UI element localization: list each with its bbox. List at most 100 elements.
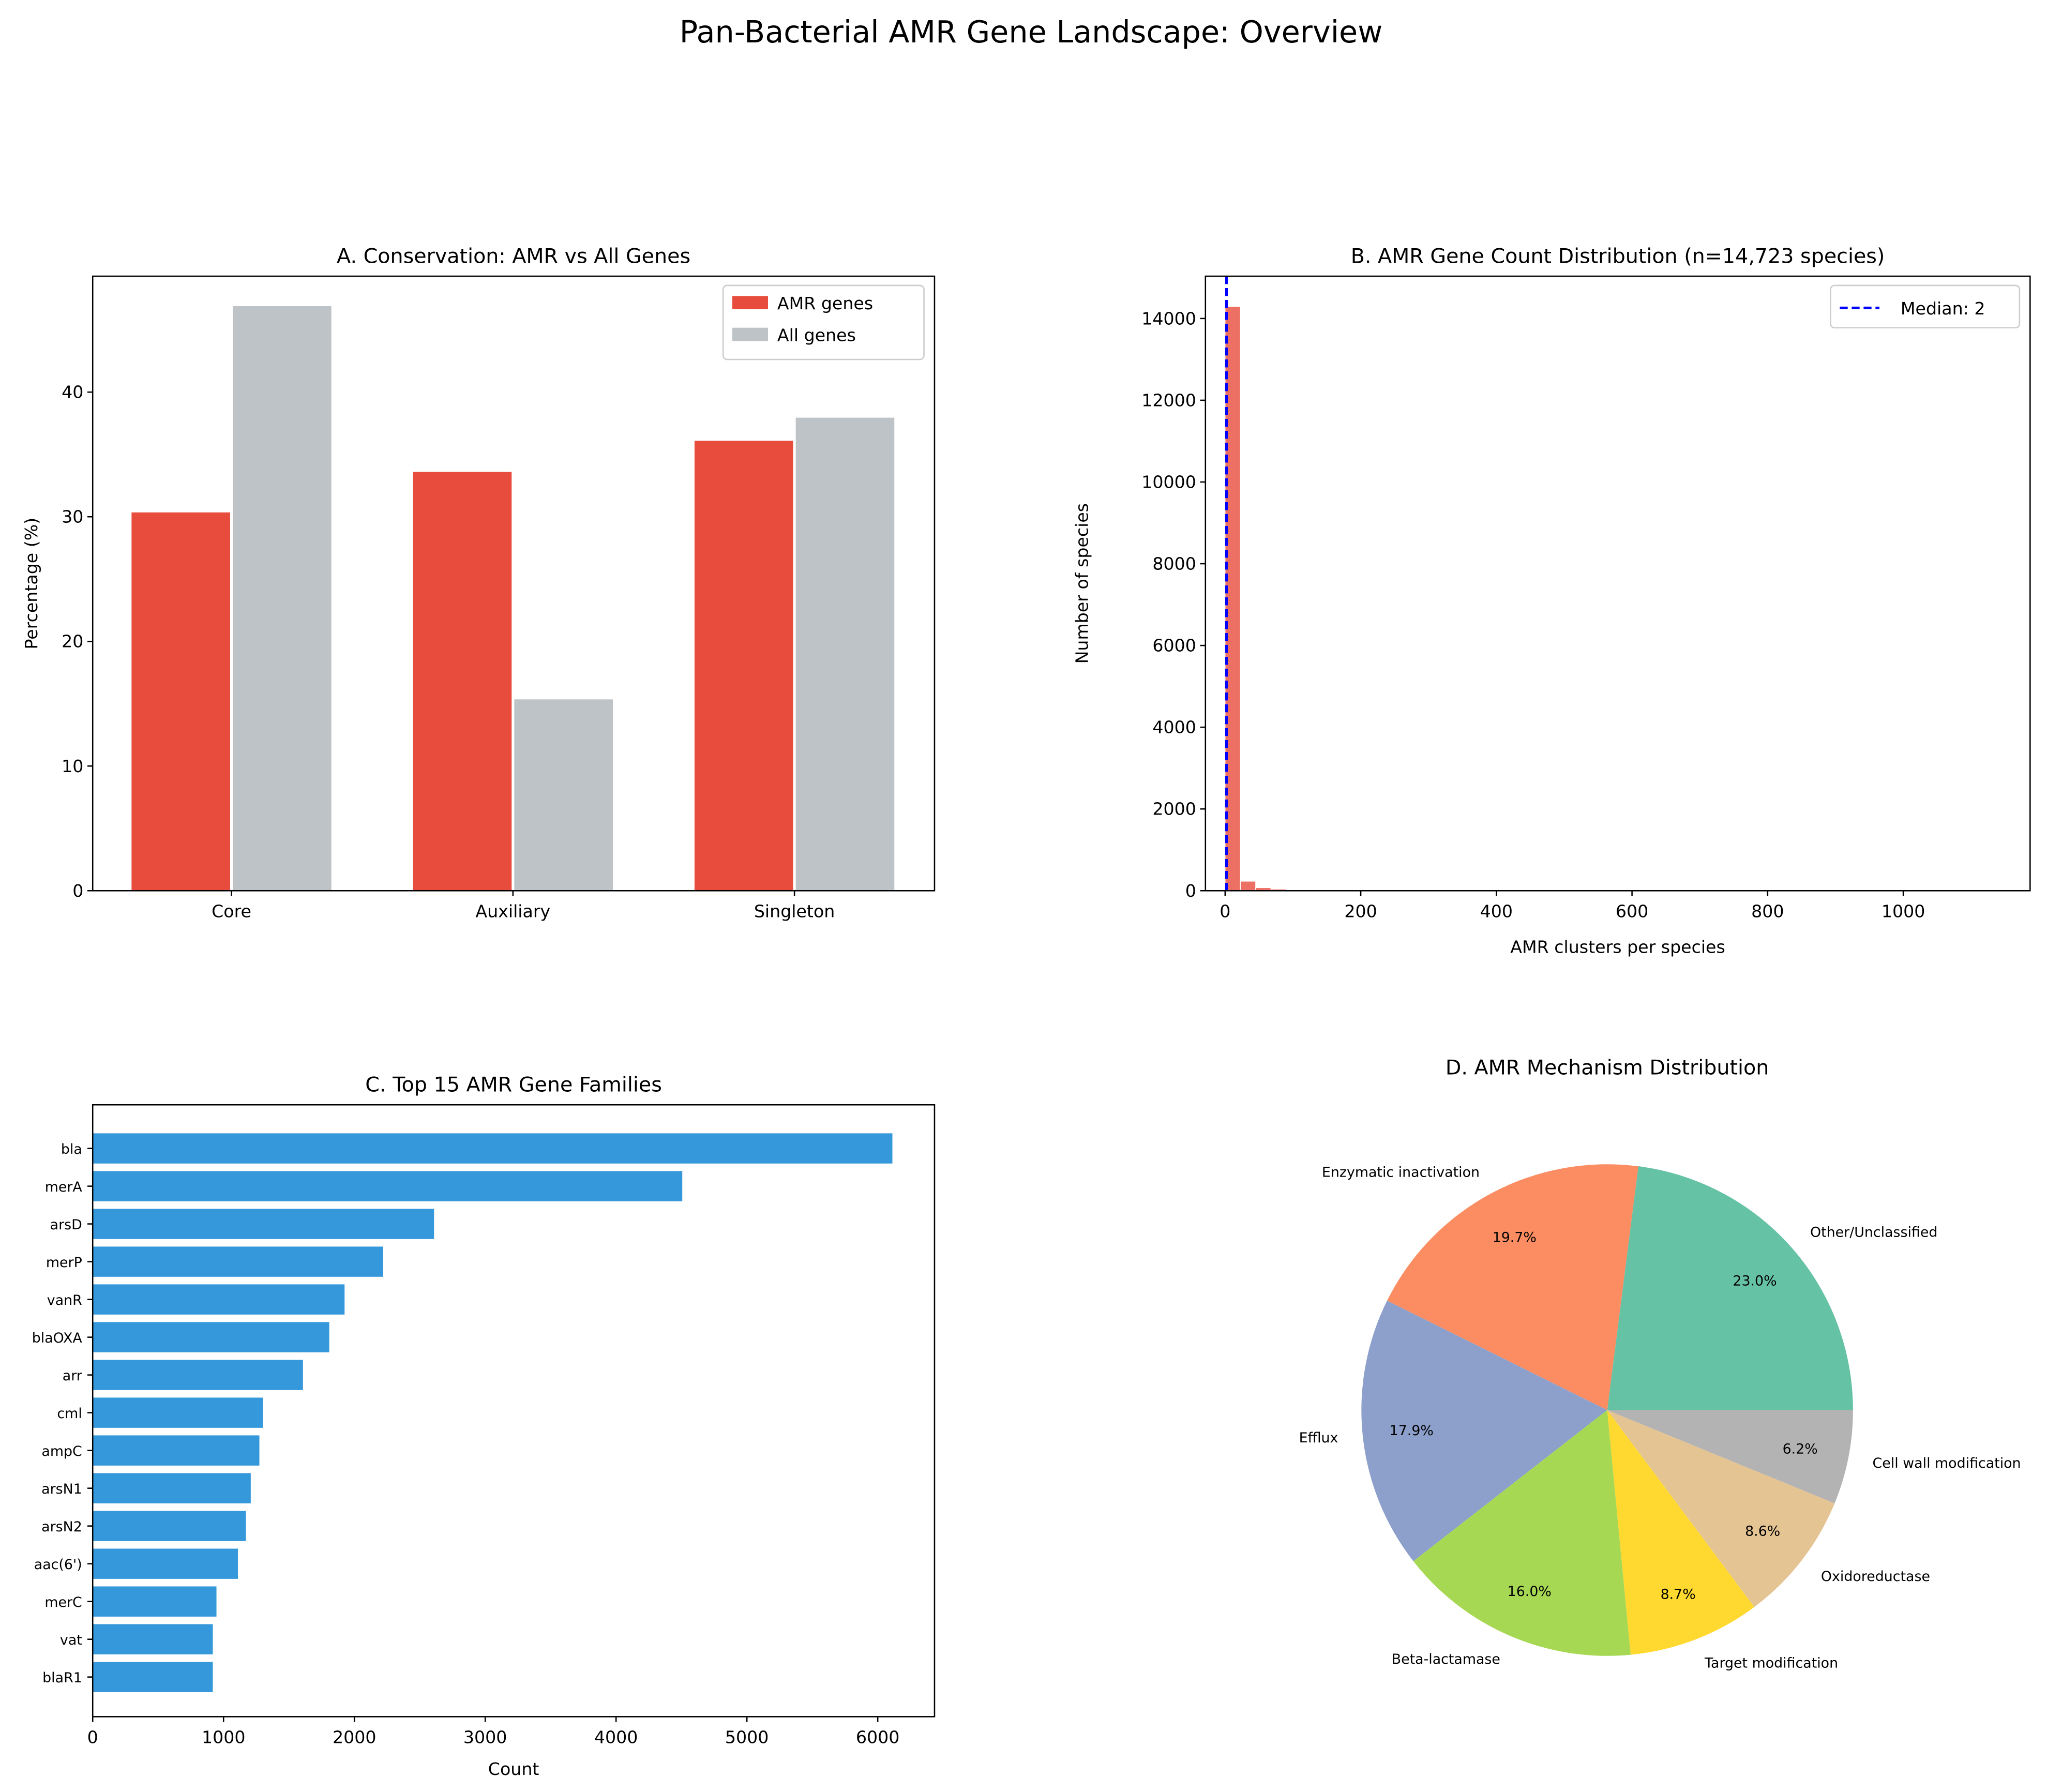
pie-label: Cell wall modification <box>1873 1455 2021 1471</box>
bar-merA <box>93 1171 683 1201</box>
y-tick-label: arsN1 <box>41 1481 82 1497</box>
y-tick-label: 10000 <box>1141 472 1196 492</box>
legend: Median: 2 <box>1830 284 2021 328</box>
pie-slice-enzymatic-inactivation <box>1387 1164 1638 1410</box>
panel-c-title: C. Top 15 AMR Gene Families <box>365 1073 662 1097</box>
legend-label: All genes <box>777 325 856 345</box>
legend-box <box>722 284 925 360</box>
y-tick-label: 4000 <box>1152 717 1196 737</box>
x-tick-label: 3000 <box>463 1727 507 1747</box>
bar-aac(6') <box>93 1548 238 1579</box>
x-tick-label: 200 <box>1344 901 1377 921</box>
y-tick-label: 40 <box>62 382 83 402</box>
pie-pct-label: 23.0% <box>1733 1273 1777 1289</box>
y-tick-label: arr <box>63 1368 83 1384</box>
y-tick-label: 8000 <box>1152 554 1196 574</box>
y-tick-label: merC <box>44 1594 82 1610</box>
bar-ampC <box>93 1435 260 1466</box>
x-tick-label: Core <box>212 901 251 921</box>
x-tick-label: Auxiliary <box>475 901 550 921</box>
bar-vat <box>93 1624 213 1654</box>
bar-vanR <box>93 1284 345 1315</box>
pie-pct-label: 16.0% <box>1508 1584 1552 1600</box>
legend-swatch <box>732 327 768 341</box>
x-tick-label: 0 <box>1220 901 1230 921</box>
y-tick-label: cml <box>57 1406 82 1422</box>
x-tick-label: 600 <box>1616 901 1648 921</box>
panel-d-mechanism-pie: D. AMR Mechanism Distribution Other/Uncla… <box>1299 1056 2021 1671</box>
y-tick-label: blaOXA <box>32 1330 83 1346</box>
pie-label: Other/Unclassified <box>1810 1224 1937 1240</box>
panel-c-gene-families: C. Top 15 AMR Gene Families bla merA arsD me… <box>32 1073 936 1779</box>
y-tick-label: 14000 <box>1141 308 1196 328</box>
pie-pct-label: 17.9% <box>1390 1423 1434 1439</box>
x-tick-label: 0 <box>87 1727 98 1747</box>
x-axis-label: Count <box>488 1759 539 1779</box>
pie-slice-efflux <box>1361 1300 1607 1561</box>
pie-pct-label: 8.6% <box>1745 1524 1780 1540</box>
bar-amr-genes-singleton <box>694 441 793 891</box>
x-tick-label: 4000 <box>594 1727 638 1747</box>
bar-merC <box>93 1586 217 1617</box>
legend-swatch <box>732 296 768 309</box>
pie-label: Oxidoreductase <box>1821 1569 1930 1585</box>
bar-arsN1 <box>93 1473 251 1503</box>
panel-b-axes-frame <box>1205 275 2031 892</box>
y-tick-label: 12000 <box>1141 390 1196 410</box>
x-tick-label: 800 <box>1751 901 1784 921</box>
bar-merP <box>93 1246 383 1277</box>
pie-label: Beta-lactamase <box>1392 1651 1500 1667</box>
y-tick-label: 30 <box>62 507 83 527</box>
bar-all-genes-core <box>233 306 332 891</box>
pie-slice-beta-lactamase <box>1413 1410 1631 1656</box>
pie-pct-label: 8.7% <box>1661 1586 1696 1602</box>
y-axis-label: Percentage (%) <box>21 518 41 650</box>
x-tick-label: 400 <box>1480 901 1513 921</box>
y-tick-label: 0 <box>1185 881 1196 901</box>
panel-a-conservation: A. Conservation: AMR vs All Genes 0 10 20 30… <box>21 245 936 921</box>
panel-b-histogram: B. AMR Gene Count Distribution (n=14,723… <box>1072 245 2031 957</box>
y-tick-label: ampC <box>41 1443 82 1459</box>
y-tick-label: vat <box>60 1632 82 1648</box>
pie-label: Enzymatic inactivation <box>1322 1165 1480 1181</box>
bar-amr-genes-core <box>131 512 230 891</box>
y-tick-label: vanR <box>47 1292 82 1308</box>
bar-bla <box>93 1133 893 1164</box>
bar-amr-genes-auxiliary <box>413 472 512 891</box>
y-axis-label: Number of species <box>1072 503 1092 664</box>
pie-slice-other-unclassified <box>1607 1166 1853 1410</box>
legend-label: AMR genes <box>777 293 873 313</box>
y-tick-label: bla <box>61 1141 82 1157</box>
panel-b-title: B. AMR Gene Count Distribution (n=14,723… <box>1351 245 1885 268</box>
bar-all-genes-auxiliary <box>514 699 613 891</box>
pie-label: Efflux <box>1299 1430 1338 1446</box>
bar-cml <box>93 1397 263 1428</box>
y-tick-label: arsN2 <box>41 1519 82 1535</box>
x-tick-label: Singleton <box>754 901 835 921</box>
legend-label: Median: 2 <box>1901 298 1985 319</box>
x-tick-label: 2000 <box>333 1727 377 1747</box>
bar-arsD <box>93 1209 434 1239</box>
y-tick-label: blaR1 <box>42 1670 82 1686</box>
y-tick-label: 6000 <box>1152 636 1196 656</box>
y-tick-label: merP <box>46 1255 82 1271</box>
y-tick-label: 10 <box>62 756 83 776</box>
bar-arr <box>93 1360 303 1390</box>
y-tick-label: 20 <box>62 631 83 652</box>
x-tick-label: 1000 <box>1882 901 1925 921</box>
pie-slice-oxidoreductase <box>1607 1410 1835 1607</box>
panel-d-title: D. AMR Mechanism Distribution <box>1446 1056 1769 1079</box>
x-tick-label: 5000 <box>725 1727 769 1747</box>
histogram-bar <box>1240 881 1256 891</box>
pie-label: Target modification <box>1704 1655 1838 1671</box>
bar-all-genes-singleton <box>795 417 895 891</box>
pie-pct-label: 6.2% <box>1783 1441 1818 1457</box>
pie-pct-label: 19.7% <box>1493 1229 1537 1245</box>
bar-arsN2 <box>93 1511 246 1541</box>
bar-blaOXA <box>93 1322 329 1352</box>
panel-a-title: A. Conservation: AMR vs All Genes <box>337 245 690 268</box>
y-tick-label: aac(6') <box>34 1557 82 1573</box>
legend: AMR genes All genes <box>722 284 925 360</box>
y-tick-label: 2000 <box>1152 799 1196 819</box>
